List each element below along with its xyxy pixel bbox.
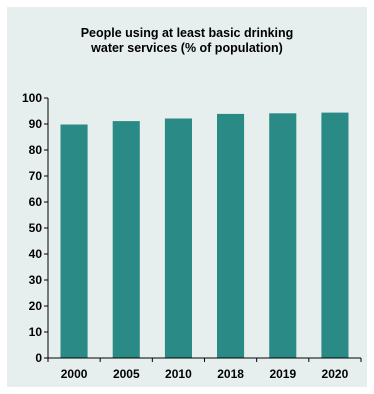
bar-2000 <box>60 124 88 358</box>
y-tick-labels: 0 10 20 30 40 50 60 70 80 90 100 <box>22 91 42 365</box>
y-tick-label-70: 70 <box>29 169 43 183</box>
bar-2018 <box>217 113 245 359</box>
y-tick-label-40: 40 <box>29 247 43 261</box>
y-tick-label-80: 80 <box>29 143 43 157</box>
x-tick-label-2019: 2019 <box>269 367 296 381</box>
y-tick-label-100: 100 <box>22 91 42 105</box>
bars-group <box>60 112 349 359</box>
x-tick-label-2005: 2005 <box>113 367 140 381</box>
axes-group <box>44 97 362 362</box>
y-tick-label-20: 20 <box>29 299 43 313</box>
bar-2010 <box>164 118 192 358</box>
bar-2019 <box>269 113 297 358</box>
bar-2005 <box>112 121 140 358</box>
x-tick-label-2000: 2000 <box>61 367 88 381</box>
y-tick-label-0: 0 <box>35 351 42 365</box>
x-tick-labels: 2000 2005 2010 2018 2019 2020 <box>61 367 349 381</box>
x-tick-label-2018: 2018 <box>217 367 244 381</box>
y-tick-label-50: 50 <box>29 221 43 235</box>
chart-panel: People using at least basic drinking wat… <box>7 7 367 387</box>
y-tick-label-30: 30 <box>29 273 43 287</box>
chart-title: People using at least basic drinking wat… <box>80 26 294 55</box>
x-tick-label-2020: 2020 <box>322 367 349 381</box>
bar-2020 <box>321 112 349 358</box>
y-tick-label-90: 90 <box>29 117 43 131</box>
x-tick-label-2010: 2010 <box>165 367 192 381</box>
y-tick-label-10: 10 <box>29 325 43 339</box>
y-tick-label-60: 60 <box>29 195 43 209</box>
